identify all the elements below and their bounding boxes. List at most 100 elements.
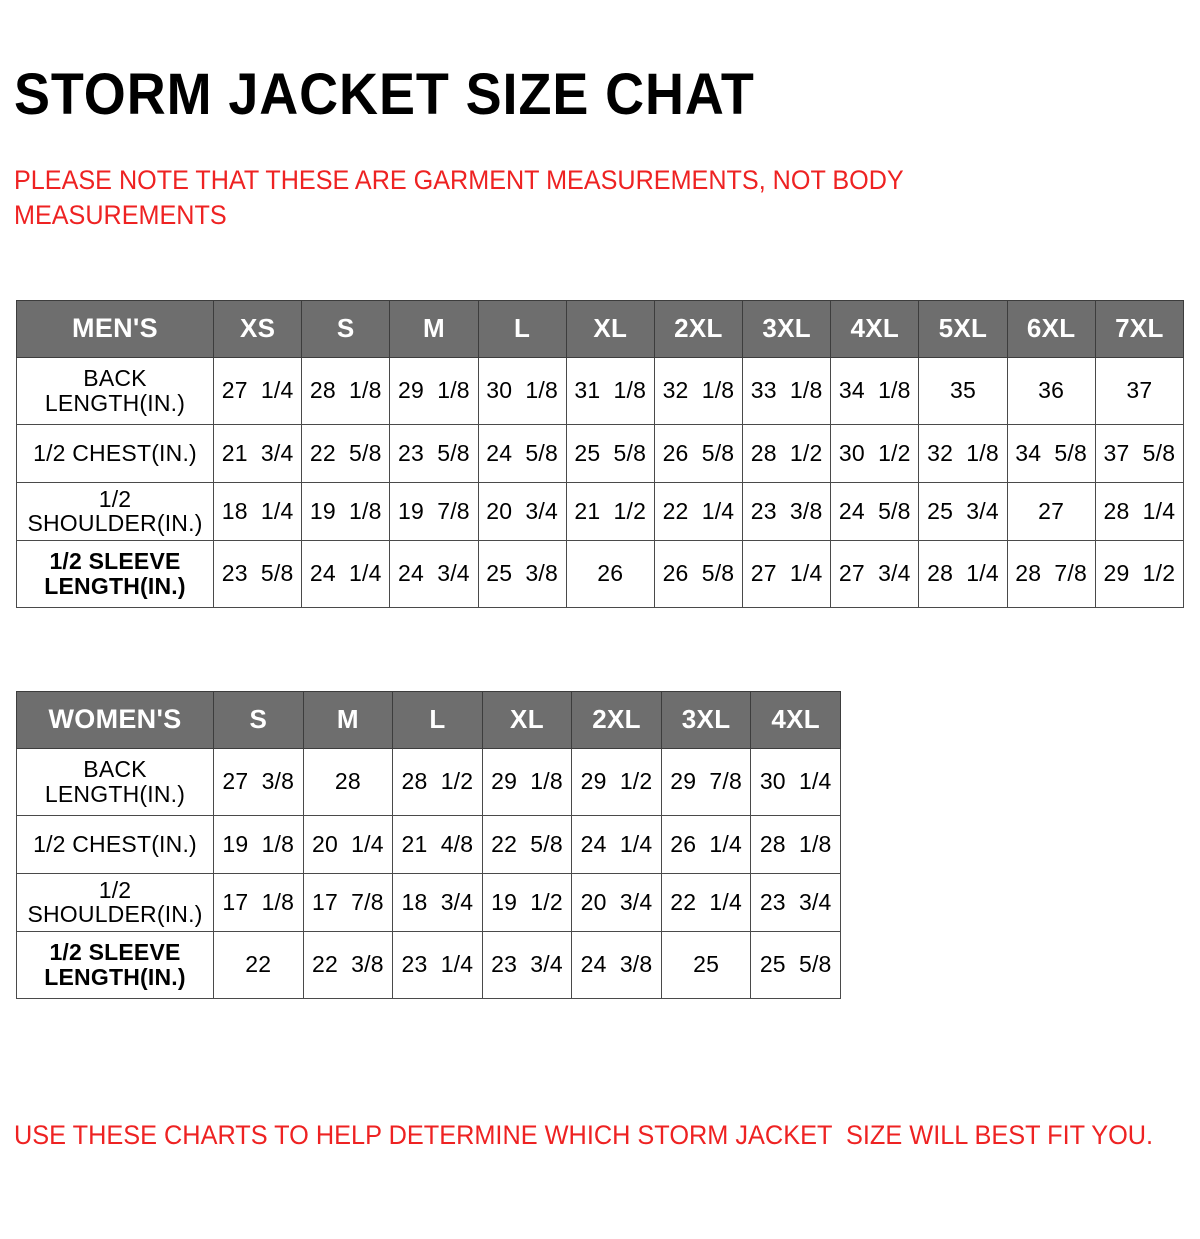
mens-header-row: MEN'S XS S M L XL 2XL 3XL 4XL 5XL 6XL 7XL [16, 299, 1185, 358]
measure-label-line: LENGTH(IN.) [44, 389, 186, 416]
womens-size-header-m: M [302, 690, 394, 749]
womens-size-header-4xl: 4XL [750, 690, 841, 749]
mens-corner-header: MEN'S [16, 299, 214, 358]
mens-size-header-5xl: 5XL [918, 299, 1008, 358]
mens-measure-label-1: 1/2 CHEST(IN.) [16, 423, 214, 483]
table-row: BACK LENGTH(IN.) 27 3/8 28 28 1/2 29 1/8 29 1/… [16, 747, 841, 816]
table-row: BACK LENGTH(IN.) 27 1/4 28 1/8 29 1/8 30 1/8 3… [16, 356, 1185, 425]
table-row: 1/2 CHEST(IN.) 21 3/4 22 5/8 23 5/8 24 5/8 25… [16, 423, 1185, 483]
measurement-cell: 27 1/4 [742, 539, 832, 608]
measurement-cell: 29 1/2 [571, 747, 662, 816]
womens-header-row: WOMEN'S S M L XL 2XL 3XL 4XL [16, 690, 841, 749]
measurement-cell: 27 1/4 [212, 356, 303, 425]
table-row: 1/2 SLEEVE LENGTH(IN.) 23 5/8 24 1/4 24 3/4 2… [16, 539, 1185, 608]
measurement-cell: 35 [918, 356, 1008, 425]
measurement-cell: 26 5/8 [653, 539, 744, 608]
measurement-cell: 23 5/8 [389, 423, 479, 483]
womens-size-table: WOMEN'S S M L XL 2XL 3XL 4XL BACK LENGTH(IN.) 27 … [16, 690, 841, 999]
page-title: STORM JACKET SIZE CHAT [14, 61, 755, 127]
measurement-cell: 32 1/8 [653, 356, 744, 425]
mens-size-header-m: M [389, 299, 479, 358]
womens-table-header: WOMEN'S S M L XL 2XL 3XL 4XL [16, 690, 841, 749]
measurement-cell: 22 [213, 930, 304, 999]
womens-size-header-xl: XL [481, 690, 573, 749]
measure-label-line: 1/2 CHEST(IN.) [33, 830, 197, 857]
measure-label-line: BACK [83, 365, 147, 392]
mens-size-header-s: S [301, 299, 391, 358]
womens-measure-label-2: 1/2 SHOULDER(IN.) [16, 872, 214, 932]
measurement-cell: 25 3/4 [918, 481, 1008, 541]
measurement-cell: 30 1/8 [477, 356, 567, 425]
measure-label-line: 1/2 SHOULDER(IN.) [27, 876, 203, 928]
measurement-cell: 21 3/4 [212, 423, 303, 483]
measurement-cell: 26 1/4 [660, 814, 752, 874]
measurement-cell: 19 1/8 [301, 481, 391, 541]
measurement-cell: 26 [565, 539, 655, 608]
measurement-cell: 19 1/2 [481, 872, 573, 932]
measurement-cell: 28 [302, 747, 394, 816]
measurement-cell: 26 5/8 [653, 423, 744, 483]
measurement-cell: 24 5/8 [477, 423, 567, 483]
measurement-cell: 24 1/4 [301, 539, 391, 608]
measurement-cell: 27 [1006, 481, 1096, 541]
mens-size-header-xl: XL [565, 299, 655, 358]
measurement-cell: 21 1/2 [565, 481, 655, 541]
measure-label-line: 1/2 CHEST(IN.) [33, 439, 197, 466]
womens-table-body: BACK LENGTH(IN.) 27 3/8 28 28 1/2 29 1/8 29 1/… [16, 747, 841, 999]
measurement-cell: 22 1/4 [660, 872, 752, 932]
measurement-cell: 29 7/8 [660, 747, 752, 816]
measurement-cell: 34 5/8 [1006, 423, 1096, 483]
mens-size-header-4xl: 4XL [830, 299, 920, 358]
mens-table-header: MEN'S XS S M L XL 2XL 3XL 4XL 5XL 6XL 7XL [16, 299, 1185, 358]
measurement-cell: 30 1/2 [830, 423, 920, 483]
mens-size-header-2xl: 2XL [653, 299, 744, 358]
measurement-cell: 37 5/8 [1094, 423, 1185, 483]
measurement-cell: 33 1/8 [742, 356, 832, 425]
measurement-cell: 21 4/8 [392, 814, 483, 874]
measurement-cell: 37 [1094, 356, 1185, 425]
measurement-cell: 23 3/8 [742, 481, 832, 541]
measure-label-line: 1/2 SLEEVE [49, 939, 181, 966]
measurement-cell: 20 3/4 [477, 481, 567, 541]
measure-label-line: LENGTH(IN.) [44, 780, 186, 807]
measurement-cell: 22 1/4 [653, 481, 744, 541]
help-determine-note: USE THESE CHARTS TO HELP DETERMINE WHICH… [14, 1120, 1154, 1151]
measurement-cell: 17 1/8 [213, 872, 304, 932]
womens-measure-label-1: 1/2 CHEST(IN.) [16, 814, 214, 874]
womens-size-header-s: S [213, 690, 304, 749]
measurement-cell: 27 3/8 [213, 747, 304, 816]
measurement-cell: 22 5/8 [481, 814, 573, 874]
measurement-cell: 20 3/4 [571, 872, 662, 932]
measurement-cell: 24 3/8 [571, 930, 662, 999]
measure-label-line: 1/2 SHOULDER(IN.) [27, 485, 203, 537]
measurement-cell: 23 3/4 [750, 872, 841, 932]
table-row: 1/2 SHOULDER(IN.) 17 1/8 17 7/8 18 3/4 19 1/… [16, 872, 841, 932]
measurement-cell: 22 3/8 [302, 930, 394, 999]
measurement-cell: 19 1/8 [213, 814, 304, 874]
mens-size-header-l: L [477, 299, 567, 358]
measure-label-line: LENGTH(IN.) [44, 963, 186, 990]
measurement-cell: 30 1/4 [750, 747, 841, 816]
measurement-cell: 18 1/4 [212, 481, 303, 541]
measurement-cell: 23 1/4 [392, 930, 483, 999]
womens-measure-label-0: BACK LENGTH(IN.) [16, 747, 214, 816]
womens-size-header-3xl: 3XL [660, 690, 752, 749]
womens-size-header-2xl: 2XL [571, 690, 662, 749]
measurement-cell: 29 1/8 [389, 356, 479, 425]
mens-size-header-xs: XS [212, 299, 303, 358]
womens-corner-header: WOMEN'S [16, 690, 214, 749]
measurement-cell: 28 1/8 [750, 814, 841, 874]
table-row: 1/2 SLEEVE LENGTH(IN.) 22 22 3/8 23 1/4 23 3/… [16, 930, 841, 999]
mens-size-header-6xl: 6XL [1006, 299, 1096, 358]
measurement-cell: 28 1/4 [1094, 481, 1185, 541]
measurement-cell: 24 1/4 [571, 814, 662, 874]
measurement-cell: 17 7/8 [302, 872, 394, 932]
mens-table-body: BACK LENGTH(IN.) 27 1/4 28 1/8 29 1/8 30 1/8 3… [16, 356, 1185, 608]
measurement-cell: 23 3/4 [481, 930, 573, 999]
measurement-cell: 18 3/4 [392, 872, 483, 932]
table-row: 1/2 CHEST(IN.) 19 1/8 20 1/4 21 4/8 22 5/8 24… [16, 814, 841, 874]
mens-measure-label-3: 1/2 SLEEVE LENGTH(IN.) [16, 539, 214, 608]
table-row: 1/2 SHOULDER(IN.) 18 1/4 19 1/8 19 7/8 20 3/… [16, 481, 1185, 541]
measurement-cell: 25 5/8 [565, 423, 655, 483]
measurement-cell: 24 5/8 [830, 481, 920, 541]
